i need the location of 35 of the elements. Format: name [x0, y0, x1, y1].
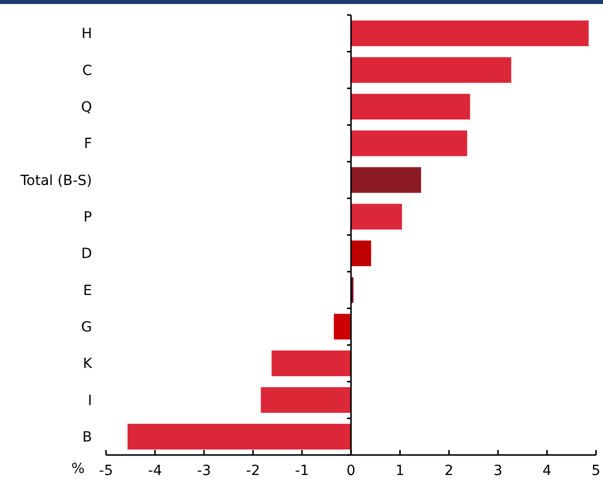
- y-tick-label: C: [82, 62, 92, 79]
- x-tick-label: 2: [444, 463, 454, 479]
- y-tick-label: G: [81, 320, 92, 336]
- y-tick-label: K: [82, 356, 93, 372]
- y-tick-label: Q: [80, 100, 92, 116]
- bar: [351, 130, 468, 156]
- y-tick-label: B: [82, 430, 92, 446]
- x-tick-label: -3: [197, 463, 211, 479]
- bar: [351, 167, 422, 193]
- y-tick-label: H: [81, 26, 92, 42]
- bar: [351, 204, 402, 230]
- x-tick-label: -4: [148, 463, 162, 479]
- y-tick-label: Total (B-S): [19, 172, 92, 189]
- x-tick-label: 4: [542, 463, 552, 479]
- x-tick-label: -5: [99, 463, 113, 479]
- bar: [351, 240, 372, 266]
- x-tick-label: -1: [295, 463, 309, 479]
- x-tick-label: 5: [592, 463, 600, 479]
- bar: [272, 350, 351, 376]
- bar: [260, 387, 351, 413]
- x-tick-label: 3: [494, 463, 502, 479]
- bar: [351, 20, 589, 46]
- y-tick-label: E: [83, 282, 92, 299]
- bar: [351, 94, 470, 120]
- bar: [351, 57, 512, 83]
- bar: [128, 424, 351, 450]
- x-axis-title: %: [71, 461, 85, 477]
- bar: [334, 314, 351, 340]
- x-tick-label: 0: [346, 463, 356, 479]
- y-tick-label: D: [81, 246, 92, 262]
- x-tick-label: 1: [396, 463, 404, 479]
- x-tick-label: -2: [246, 463, 260, 479]
- y-tick-label: P: [84, 210, 92, 226]
- y-tick-label: I: [88, 392, 92, 409]
- y-tick-label: F: [84, 136, 92, 152]
